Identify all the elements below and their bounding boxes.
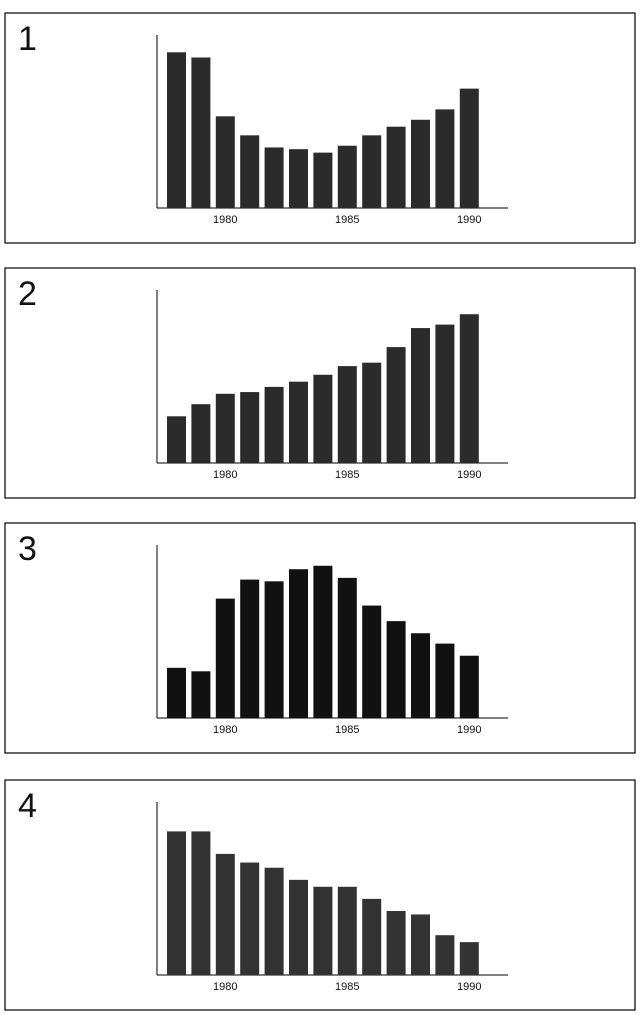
bar xyxy=(411,914,430,975)
bar xyxy=(435,643,455,718)
bar xyxy=(435,935,455,975)
bar xyxy=(459,314,479,463)
bar xyxy=(191,404,211,463)
bar xyxy=(240,392,260,463)
x-tick-label: 1985 xyxy=(335,214,359,226)
x-tick-label: 1990 xyxy=(457,981,481,993)
bar xyxy=(386,126,406,208)
x-tick-label: 1985 xyxy=(335,469,359,481)
bar xyxy=(191,671,211,718)
bar xyxy=(459,655,479,718)
x-tick-label: 1980 xyxy=(213,724,237,736)
bar xyxy=(313,374,333,463)
panel-title: 1 xyxy=(18,20,37,58)
bar xyxy=(191,57,211,208)
bar xyxy=(362,362,382,463)
bar xyxy=(167,667,186,718)
bar xyxy=(240,862,260,975)
bar xyxy=(386,910,406,975)
bar xyxy=(337,886,357,975)
bar xyxy=(289,381,308,463)
bar xyxy=(215,853,235,975)
x-tick-label: 1980 xyxy=(213,214,237,226)
bar xyxy=(215,393,235,463)
bar xyxy=(411,328,430,463)
bar xyxy=(215,116,235,208)
panel xyxy=(4,267,636,499)
x-tick-label: 1990 xyxy=(457,724,481,736)
bar xyxy=(362,135,382,208)
x-tick-label: 1980 xyxy=(213,469,237,481)
bar xyxy=(435,109,455,208)
bar xyxy=(337,145,357,208)
bar xyxy=(459,942,479,975)
bar xyxy=(264,147,284,208)
panel xyxy=(4,779,636,1011)
bar xyxy=(167,52,186,208)
x-tick-label: 1985 xyxy=(335,981,359,993)
bar xyxy=(411,633,430,718)
panel-title: 2 xyxy=(18,275,37,313)
bar xyxy=(289,879,308,975)
bar xyxy=(215,598,235,718)
bar xyxy=(337,366,357,463)
x-tick-label: 1990 xyxy=(457,214,481,226)
panel-title: 4 xyxy=(18,787,37,825)
bar xyxy=(289,149,308,208)
bar xyxy=(167,831,186,975)
bar xyxy=(264,867,284,975)
bar xyxy=(411,119,430,208)
bar xyxy=(313,152,333,208)
panel-title: 3 xyxy=(18,530,37,568)
bar xyxy=(289,569,308,718)
x-tick-label: 1980 xyxy=(213,981,237,993)
bar xyxy=(337,577,357,718)
bar xyxy=(264,386,284,463)
bar xyxy=(362,898,382,975)
x-tick-label: 1985 xyxy=(335,724,359,736)
bar xyxy=(386,621,406,718)
bar xyxy=(435,324,455,463)
bar xyxy=(459,88,479,208)
x-tick-label: 1990 xyxy=(457,469,481,481)
bar xyxy=(362,605,382,718)
bar xyxy=(240,579,260,718)
panel xyxy=(4,12,636,244)
bar xyxy=(167,416,186,463)
bar xyxy=(386,347,406,463)
bar xyxy=(240,135,260,208)
bar xyxy=(264,581,284,718)
panel xyxy=(4,522,636,754)
bar xyxy=(313,565,333,718)
bar xyxy=(191,831,211,975)
bar xyxy=(313,886,333,975)
